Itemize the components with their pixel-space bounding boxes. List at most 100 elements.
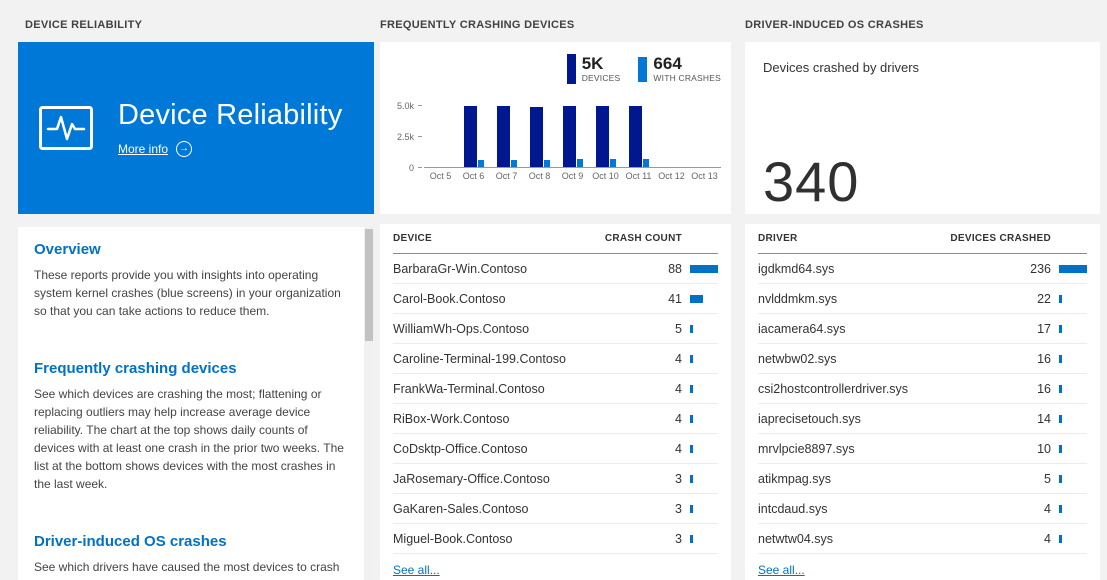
section-header-driver-induced: DRIVER-INDUCED OS CRASHES [745,19,924,31]
row-value: 5 [1044,471,1051,486]
scrollbar-thumb[interactable] [365,229,373,341]
chart-legend: 5K DEVICES 664 WITH CRASHES [566,54,721,84]
table-row[interactable]: Caroline-Terminal-199.Contoso 4 [393,344,718,374]
devices-bar [628,105,642,167]
table-row[interactable]: intcdaud.sys 4 [758,494,1087,524]
with-crashes-legend-value: 664 [653,54,682,74]
devices-crashed-subtitle: Devices crashed by drivers [763,60,920,75]
table-row[interactable]: atikmpag.sys 5 [758,464,1087,494]
row-name: nvlddmkm.sys [758,291,838,306]
row-name: csi2hostcontrollerdriver.sys [758,381,909,396]
table-row[interactable]: RiBox-Work.Contoso 4 [393,404,718,434]
scrollbar[interactable] [364,227,374,580]
row-value-bar [1051,534,1087,543]
column-header-devices-crashed: DEVICES CRASHED [950,233,1051,244]
frequently-crashing-section: Frequently crashing devices See which de… [34,360,344,493]
table-row[interactable]: iacamera64.sys 17 [758,314,1087,344]
table-row[interactable]: iaprecisetouch.sys 14 [758,404,1087,434]
device-table-panel: DEVICE CRASH COUNT BarbaraGr-Win.Contoso… [380,224,731,580]
frequently-crashing-heading: Frequently crashing devices [34,360,237,377]
devices-bar [595,105,609,167]
row-value: 16 [1037,351,1051,366]
row-name: netwtw04.sys [758,531,834,546]
driver-table-panel: DRIVER DEVICES CRASHED igdkmd64.sys 236 nv… [745,224,1100,580]
bar-group [688,98,721,167]
x-tick-label: Oct 9 [561,171,584,181]
row-value-bar [1051,504,1087,513]
row-name: BarbaraGr-Win.Contoso [393,261,528,276]
with-crashes-legend-label: WITH CRASHES [653,72,721,83]
row-value: 3 [675,501,682,516]
x-axis-labels: Oct 5 Oct 6 Oct 7 Oct 8 Oct 9 Oct 10 Oct 11 Oct… [424,171,721,181]
row-value-bar [682,264,718,273]
more-info-link[interactable]: More info [118,141,169,156]
row-value-bar [682,504,718,513]
with-crashes-bar [609,158,616,167]
table-row[interactable]: nvlddmkm.sys 22 [758,284,1087,314]
row-name: Miguel-Book.Contoso [393,531,513,546]
device-reliability-tile[interactable]: Device Reliability More info → [18,42,374,214]
table-row[interactable]: Miguel-Book.Contoso 3 [393,524,718,554]
row-name: Caroline-Terminal-199.Contoso [393,351,566,366]
row-value: 4 [1044,501,1051,516]
row-value-bar [682,444,718,453]
row-value: 22 [1037,291,1051,306]
arrow-right-icon[interactable]: → [176,140,193,157]
row-name: GaKaren-Sales.Contoso [393,501,529,516]
bar-group [622,98,655,167]
row-name: igdkmd64.sys [758,261,835,276]
table-row[interactable]: csi2hostcontrollerdriver.sys 16 [758,374,1087,404]
x-tick-label: Oct 10 [592,171,619,181]
row-value-bar [1051,414,1087,423]
devices-bar [562,106,576,167]
devices-bar [463,106,477,167]
row-value-bar [1051,264,1087,273]
row-value-bar [682,534,718,543]
table-row[interactable]: mrvlpcie8897.sys 10 [758,434,1087,464]
y-tick-label: 0 [408,163,414,173]
table-row[interactable]: FrankWa-Terminal.Contoso 4 [393,374,718,404]
x-tick-label: Oct 8 [528,171,551,181]
row-value-bar [682,354,718,363]
row-value-bar [682,474,718,483]
y-tick-mark [418,105,422,106]
device-see-all-link[interactable]: See all... [393,563,440,577]
row-value: 41 [668,291,682,306]
row-name: WilliamWh-Ops.Contoso [393,321,530,336]
device-table-header: DEVICE CRASH COUNT [393,224,718,254]
table-row[interactable]: BarbaraGr-Win.Contoso 88 [393,254,718,284]
row-value-bar [1051,354,1087,363]
table-row[interactable]: GaKaren-Sales.Contoso 3 [393,494,718,524]
driver-induced-body: See which drivers have caused the most d… [34,560,340,580]
row-value: 4 [1044,531,1051,546]
table-row[interactable]: netwbw02.sys 16 [758,344,1087,374]
overview-body: These reports provide you with insights … [34,268,341,318]
with-crashes-bar [576,159,583,167]
legend-with-crashes: 664 WITH CRASHES [638,54,721,84]
table-row[interactable]: CoDsktp-Office.Contoso 4 [393,434,718,464]
section-header-device-reliability: DEVICE RELIABILITY [25,19,143,31]
tile-title: Device Reliability [118,99,343,132]
frequently-crashing-body: See which devices are crashing the most;… [34,387,344,491]
table-row[interactable]: netwtw04.sys 4 [758,524,1087,554]
y-tick-mark [418,167,422,168]
row-name: iaprecisetouch.sys [758,411,861,426]
table-row[interactable]: Carol-Book.Contoso 41 [393,284,718,314]
x-tick-label: Oct 13 [691,171,718,181]
row-value-bar [682,294,718,303]
driver-see-all-link[interactable]: See all... [758,563,805,577]
row-value-bar [682,414,718,423]
row-value: 17 [1037,321,1051,336]
section-header-frequently-crashing: FREQUENTLY CRASHING DEVICES [380,19,575,31]
table-row[interactable]: JaRosemary-Office.Contoso 3 [393,464,718,494]
row-value: 4 [675,411,682,426]
row-value: 4 [675,381,682,396]
row-name: mrvlpcie8897.sys [758,441,855,456]
devices-legend-value: 5K [581,54,604,74]
row-name: CoDsktp-Office.Contoso [393,441,528,456]
table-row[interactable]: igdkmd64.sys 236 [758,254,1087,284]
devices-crashed-count: 340 [763,150,860,213]
bar-chart-groups [424,98,721,167]
overview-heading: Overview [34,241,101,258]
table-row[interactable]: WilliamWh-Ops.Contoso 5 [393,314,718,344]
